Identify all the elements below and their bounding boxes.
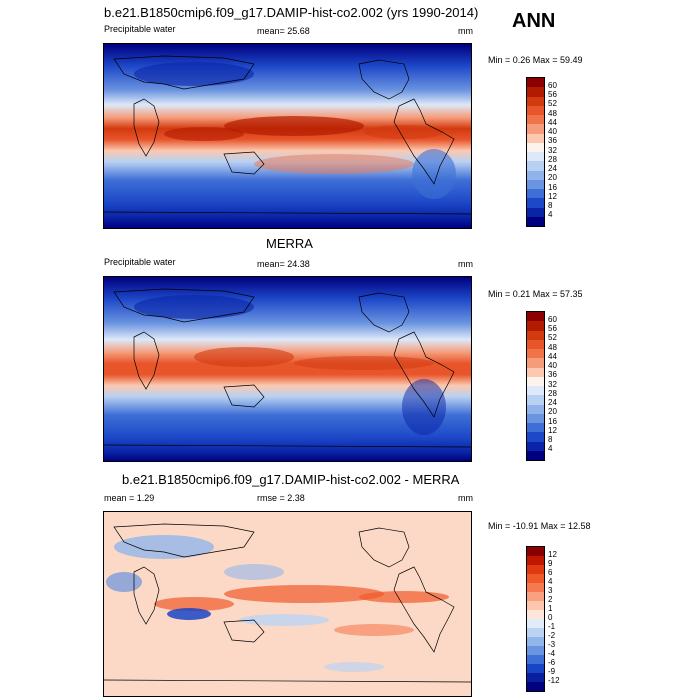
panel1-minmax: Min = 0.26 Max = 59.49 (488, 55, 583, 65)
colorbar-tick: 9 (548, 559, 553, 568)
colorbar-tick: 2 (548, 595, 553, 604)
panel2-units: mm (458, 259, 473, 269)
panel2-variable-label: Precipitable water (104, 257, 176, 267)
colorbar-tick: -4 (548, 649, 556, 658)
colorbar-tick: 4 (548, 444, 553, 453)
panel2-title: MERRA (266, 236, 313, 251)
panel3-map (103, 511, 472, 697)
season-label: ANN (512, 10, 556, 32)
panel3-title: b.e21.B1850cmip6.f09_g17.DAMIP-hist-co2.… (122, 472, 460, 487)
colorbar-tick: 60 (548, 81, 557, 90)
colorbar-tick: 28 (548, 389, 557, 398)
panel1-title: b.e21.B1850cmip6.f09_g17.DAMIP-hist-co2.… (104, 5, 479, 20)
colorbar-tick: -12 (548, 676, 560, 685)
panel3-colorbar (526, 546, 545, 692)
colorbar-tick: 16 (548, 417, 557, 426)
panel3-minmax: Min = -10.91 Max = 12.58 (488, 521, 591, 531)
colorbar-tick: 16 (548, 183, 557, 192)
colorbar-tick: -9 (548, 667, 556, 676)
colorbar-tick: 40 (548, 361, 557, 370)
colorbar-tick: 24 (548, 398, 557, 407)
colorbar-tick: 56 (548, 90, 557, 99)
colorbar-tick: 8 (548, 435, 553, 444)
colorbar-tick: 12 (548, 426, 557, 435)
panel3-rmse: rmse = 2.38 (257, 493, 305, 503)
colorbar-tick: 36 (548, 370, 557, 379)
colorbar-tick: 40 (548, 127, 557, 136)
colorbar-tick: -2 (548, 631, 556, 640)
colorbar-tick: -3 (548, 640, 556, 649)
colorbar-tick: 28 (548, 155, 557, 164)
panel3-units: mm (458, 493, 473, 503)
colorbar-tick: 20 (548, 173, 557, 182)
colorbar-tick: 32 (548, 146, 557, 155)
colorbar-tick: 12 (548, 550, 557, 559)
colorbar-tick: 60 (548, 315, 557, 324)
colorbar-tick: 24 (548, 164, 557, 173)
panel1-colorbar (526, 77, 545, 227)
colorbar-tick: -6 (548, 658, 556, 667)
colorbar-tick: 48 (548, 343, 557, 352)
colorbar-tick: 44 (548, 352, 557, 361)
colorbar-tick: 48 (548, 109, 557, 118)
panel1-units: mm (458, 26, 473, 36)
panel1-variable-label: Precipitable water (104, 24, 176, 34)
colorbar-tick: 6 (548, 568, 553, 577)
colorbar-tick: 12 (548, 192, 557, 201)
colorbar-tick: 52 (548, 333, 557, 342)
colorbar-tick: 4 (548, 210, 553, 219)
colorbar-tick: 1 (548, 604, 553, 613)
colorbar-tick: 52 (548, 99, 557, 108)
panel2-mean: mean= 24.38 (257, 259, 310, 269)
colorbar-tick: 56 (548, 324, 557, 333)
panel1-mean: mean= 25.68 (257, 26, 310, 36)
panel3-mean: mean = 1.29 (104, 493, 155, 503)
colorbar-tick: 36 (548, 136, 557, 145)
colorbar-tick: 8 (548, 201, 553, 210)
colorbar-tick: 4 (548, 577, 553, 586)
colorbar-tick: 20 (548, 407, 557, 416)
colorbar-tick: 3 (548, 586, 553, 595)
colorbar-tick: 0 (548, 613, 553, 622)
panel2-map (103, 276, 472, 462)
panel2-minmax: Min = 0.21 Max = 57.35 (488, 289, 583, 299)
colorbar-tick: 44 (548, 118, 557, 127)
panel2-colorbar (526, 311, 545, 461)
panel1-map (103, 43, 472, 229)
colorbar-tick: 32 (548, 380, 557, 389)
colorbar-tick: -1 (548, 622, 556, 631)
